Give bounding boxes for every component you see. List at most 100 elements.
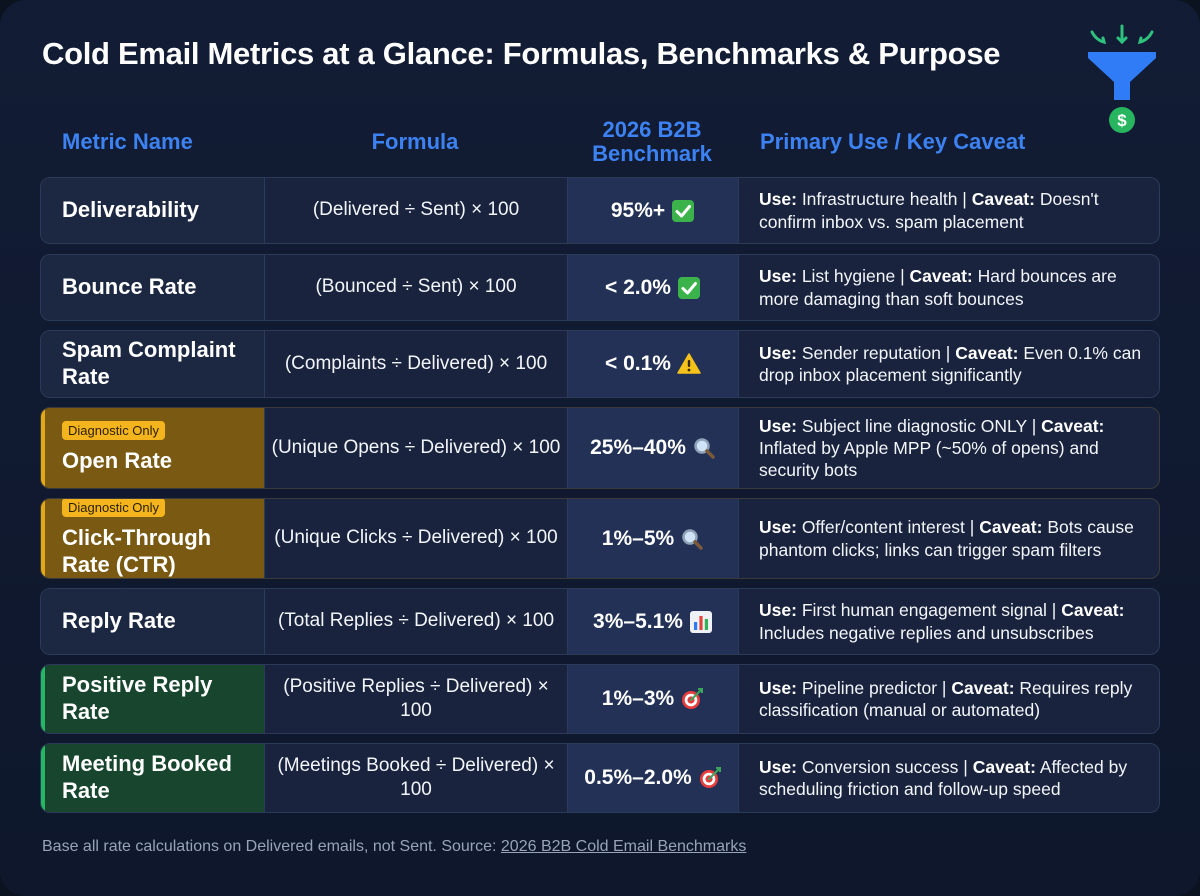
header-formula: Formula [371, 128, 459, 154]
formula: (Unique Clicks ÷ Delivered) × 100 [274, 527, 558, 549]
page-title: Cold Email Metrics at a Glance: Formulas… [42, 36, 1001, 71]
use-caveat: Use: Subject line diagnostic ONLY | Cave… [739, 408, 1159, 488]
caveat-label: Caveat: [951, 677, 1015, 698]
use-label: Use: [759, 415, 797, 436]
formula: (Bounced ÷ Sent) × 100 [315, 276, 517, 298]
benchmark-value: 1%–5% [601, 526, 675, 550]
benchmark: < 0.1% [567, 331, 739, 397]
use-text: Infrastructure health | [801, 189, 967, 210]
use-text: Offer/content interest | [801, 517, 975, 538]
benchmark: 0.5%–2.0% [567, 744, 739, 812]
use-text: List hygiene | [801, 266, 905, 287]
use-caveat: Use: Conversion success | Caveat: Affect… [739, 744, 1159, 812]
footer-text: Base all rate calculations on Delivered … [42, 838, 501, 855]
metric-name: Spam Complaint Rate [41, 331, 265, 397]
use-text: Pipeline predictor | [801, 677, 947, 698]
caveat-label: Caveat: [955, 342, 1019, 363]
metric-name: Open Rate [62, 448, 173, 474]
use-caveat: Use: Offer/content interest | Caveat: Bo… [739, 499, 1159, 578]
caveat-text: Affected by scheduling friction and foll… [759, 756, 1128, 799]
table-row-spam-complaint-rate: Spam Complaint Rate (Complaints ÷ Delive… [40, 330, 1160, 398]
benchmark: 1%–3% [567, 665, 739, 733]
use-caveat: Use: First human engagement signal | Cav… [739, 589, 1159, 654]
use-text: Sender reputation | [801, 342, 951, 363]
metric-name: Positive Reply Rate [41, 665, 265, 733]
caveat-label: Caveat: [1061, 600, 1125, 621]
use-caveat: Use: Sender reputation | Caveat: Even 0.… [739, 331, 1159, 397]
formula: (Total Replies ÷ Delivered) × 100 [277, 610, 555, 632]
magnifier-icon [682, 528, 703, 550]
target-icon [682, 688, 704, 709]
benchmark-value: 3%–5.1% [593, 609, 683, 633]
benchmark-value: 95%+ [610, 198, 666, 222]
benchmark-value: < 0.1% [605, 352, 671, 375]
caveat-text: Inflated by Apple MPP (~50% of opens) an… [759, 437, 1099, 481]
use-caveat: Use: List hygiene | Caveat: Hard bounces… [739, 255, 1159, 320]
metric-name: Deliverability [41, 178, 265, 243]
check-mark-icon [672, 199, 695, 222]
caveat-label: Caveat: [909, 266, 973, 287]
header-benchmark: 2026 B2B Benchmark [566, 116, 738, 168]
use-label: Use: [759, 756, 797, 777]
caveat-text: Requires reply classification (manual or… [759, 677, 1133, 720]
benchmark: < 2.0% [567, 255, 739, 320]
formula: (Meetings Booked ÷ Delivered) × 100 [277, 754, 555, 800]
diagnostic-only-badge: Diagnostic Only [62, 499, 166, 518]
use-label: Use: [759, 342, 797, 363]
caveat-text: Doesn't confirm inbox vs. spam placement [759, 189, 1099, 232]
table-row-positive-reply-rate: Positive Reply Rate (Positive Replies ÷ … [40, 664, 1160, 734]
caveat-label: Caveat: [979, 517, 1043, 538]
use-text: Conversion success | [801, 756, 968, 777]
metric-name: Click-Through Rate (CTR) [62, 525, 212, 578]
funnel-money-icon: $ [1088, 24, 1156, 133]
caveat-label: Caveat: [971, 189, 1035, 210]
svg-text:$: $ [1117, 111, 1127, 130]
formula: (Delivered ÷ Sent) × 100 [312, 199, 520, 221]
benchmark: 25%–40% [567, 408, 739, 488]
formula: (Complaints ÷ Delivered) × 100 [284, 352, 548, 374]
use-text: Subject line diagnostic ONLY | [801, 415, 1037, 436]
caveat-label: Caveat: [972, 756, 1036, 777]
use-label: Use: [759, 517, 797, 538]
caveat-text: Even 0.1% can drop inbox placement signi… [759, 342, 1142, 385]
metric-name: Bounce Rate [41, 255, 265, 320]
table-row-open-rate: Diagnostic Only Open Rate (Unique Opens … [40, 407, 1160, 489]
target-icon [699, 767, 721, 788]
header-benchmark-line2: Benchmark [592, 141, 712, 166]
benchmark-value: 1%–3% [601, 687, 675, 710]
use-text: First human engagement signal | [801, 600, 1057, 621]
check-mark-icon [677, 276, 700, 299]
benchmark: 3%–5.1% [567, 589, 739, 654]
caveat-text: Bots cause phantom clicks; links can tri… [759, 517, 1134, 560]
benchmark-value: 0.5%–2.0% [584, 766, 692, 789]
metric-cell: Diagnostic Only Open Rate [41, 408, 265, 488]
use-label: Use: [759, 189, 797, 210]
header-primary-use: Primary Use / Key Caveat [760, 128, 1026, 154]
header-metric-name: Metric Name [62, 128, 193, 154]
use-label: Use: [759, 600, 797, 621]
use-caveat: Use: Pipeline predictor | Caveat: Requir… [739, 665, 1159, 733]
caveat-text: Hard bounces are more damaging than soft… [759, 266, 1117, 309]
table-row-meeting-booked-rate: Meeting Booked Rate (Meetings Booked ÷ D… [40, 743, 1160, 813]
metric-name: Reply Rate [41, 589, 265, 654]
formula: (Unique Opens ÷ Delivered) × 100 [271, 436, 561, 458]
benchmark: 95%+ [567, 178, 739, 243]
table-row-bounce-rate: Bounce Rate (Bounced ÷ Sent) × 100 < 2.0… [40, 254, 1160, 321]
use-caveat: Use: Infrastructure health | Caveat: Doe… [739, 178, 1159, 243]
source-link[interactable]: 2026 B2B Cold Email Benchmarks [500, 838, 747, 855]
table-row-deliverability: Deliverability (Delivered ÷ Sent) × 100 … [40, 177, 1160, 244]
footer-note: Base all rate calculations on Delivered … [42, 838, 746, 856]
metric-name: Meeting Booked Rate [41, 744, 265, 812]
header-benchmark-line1: 2026 B2B [602, 116, 702, 142]
magnifier-icon [694, 438, 715, 459]
use-label: Use: [759, 266, 797, 287]
warning-icon [677, 353, 701, 374]
table-row-click-through-rate: Diagnostic Only Click-Through Rate (CTR)… [40, 498, 1160, 579]
benchmark: 1%–5% [567, 499, 739, 578]
bar-chart-icon [689, 610, 712, 633]
caveat-text: Includes negative replies and unsubscrib… [759, 622, 1094, 643]
caveat-label: Caveat: [1041, 415, 1105, 436]
formula: (Positive Replies ÷ Delivered) × 100 [283, 675, 549, 721]
use-label: Use: [759, 677, 797, 698]
